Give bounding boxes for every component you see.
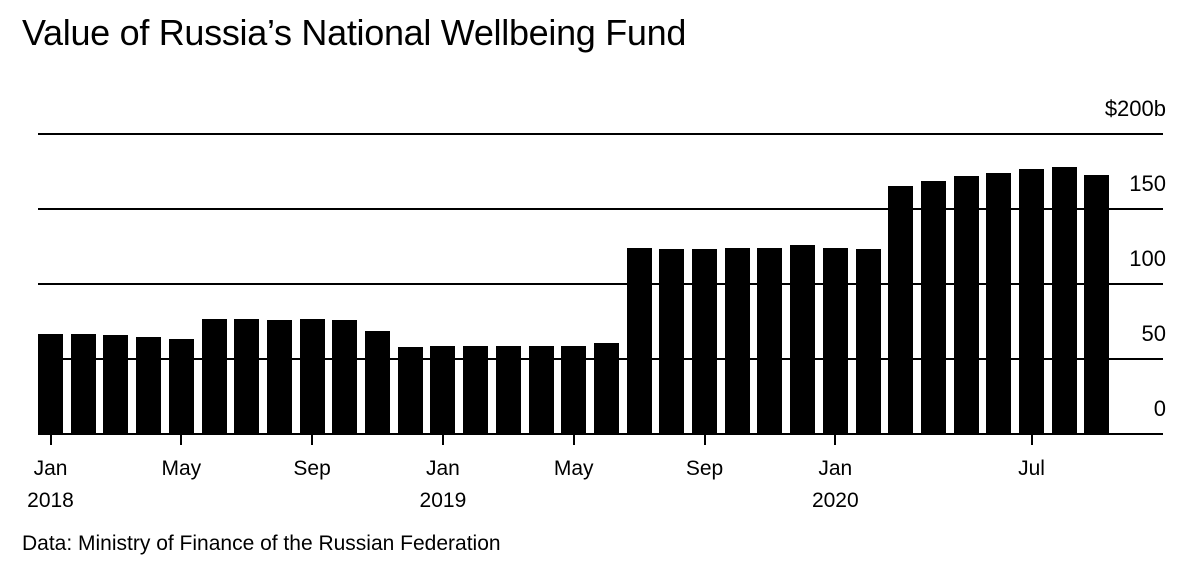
x-axis-year: 2020 [811,489,859,512]
bar-2019-05 [561,345,587,434]
bar-2019-07 [626,248,652,434]
bar-2020-02 [855,248,881,434]
bar-2020-07 [1019,169,1044,434]
bar-2020-08 [1051,167,1077,434]
x-tick [180,435,183,445]
x-axis-label: Jan 2018 [11,455,91,515]
bar-2018-03 [103,335,129,434]
x-axis-year: 2019 [419,489,467,512]
bar-2018-06 [201,318,227,434]
gridline [38,283,1163,285]
bar-2020-01 [822,248,848,434]
bar-2018-02 [70,333,96,434]
x-axis-label: Jul [992,455,1072,483]
x-axis-month: Jul [1018,457,1045,480]
bar-2020-06 [986,173,1012,434]
x-axis-label: May [534,455,614,483]
bar-2020-05 [953,176,979,434]
x-axis-month: May [553,457,594,480]
x-axis-label: Jan 2020 [795,455,875,515]
bar-2019-04 [528,345,554,434]
bar-2019-10 [724,248,750,434]
bar-2018-12 [397,347,423,434]
bar-2018-09 [299,318,325,434]
x-axis-label: Jan 2019 [403,455,483,515]
x-axis-month: Jan [818,457,853,480]
bar-2019-12 [790,245,816,434]
x-axis-label: Sep [272,455,352,483]
y-axis-label: 150 [1129,171,1166,196]
x-tick [703,435,706,445]
y-axis-label: 0 [1153,396,1166,421]
bar-2019-11 [757,248,783,434]
gridline [38,133,1163,135]
x-axis-label: May [141,455,221,483]
y-axis-label: 50 [1141,321,1166,346]
bar-2019-02 [463,345,489,434]
chart-title: Value of Russia’s National Wellbeing Fun… [22,12,687,53]
bar-2020-04 [920,180,946,434]
x-axis-year: 2018 [27,489,74,512]
source-note: Data: Ministry of Finance of the Russian… [22,532,501,555]
bar-2020-09 [1084,174,1110,434]
y-axis-label: $200b [1104,96,1166,121]
bar-2019-08 [659,248,685,434]
bar-2018-10 [332,320,358,434]
x-tick [834,435,837,445]
x-axis-month: Jan [33,457,68,480]
bar-2018-01 [38,333,63,434]
bar-2019-03 [495,345,521,434]
bar-2019-09 [692,248,717,434]
bar-2018-05 [168,338,194,434]
x-axis-baseline [38,433,1163,435]
x-tick [1030,435,1033,445]
x-axis-month: May [161,457,202,480]
x-axis-month: Jan [425,457,460,480]
x-tick [441,435,444,445]
bar-2018-11 [365,330,390,434]
bar-2018-07 [234,318,260,434]
bar-2019-06 [593,343,619,434]
x-tick [572,435,575,445]
x-axis-label: Sep [665,455,745,483]
x-tick [311,435,314,445]
x-tick [49,435,52,445]
gridline [38,208,1163,210]
x-axis-month: Sep [293,457,331,480]
y-axis-label: 100 [1129,246,1166,271]
bar-2018-08 [266,320,292,434]
bar-2020-03 [888,185,914,434]
x-axis-month: Sep [685,457,724,480]
bar-2019-01 [430,345,456,434]
bar-2018-04 [136,336,162,434]
